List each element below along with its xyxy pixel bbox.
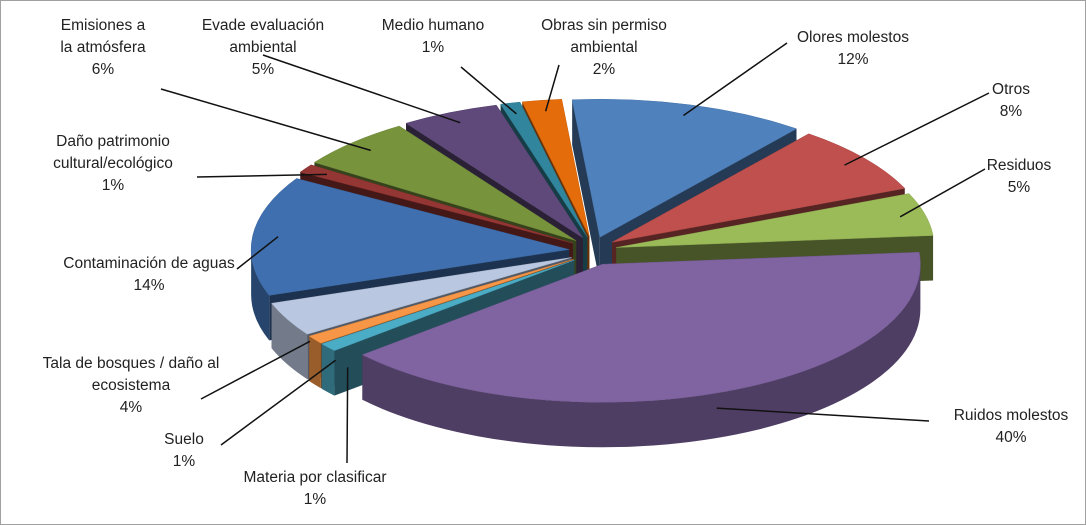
category-label: Emisiones a la atmósfera bbox=[60, 17, 146, 56]
value-label: 1% bbox=[172, 453, 196, 470]
leader-line bbox=[346, 367, 349, 464]
value-label: 1% bbox=[421, 39, 445, 56]
category-label: Otros bbox=[992, 81, 1030, 98]
leader-line bbox=[899, 168, 986, 218]
data-label: Emisiones a la atmósfera 6% bbox=[53, 15, 153, 81]
slice-top bbox=[299, 164, 573, 244]
value-label: 2% bbox=[592, 61, 616, 78]
slice-wall bbox=[362, 264, 921, 448]
data-label: Residuos 5% bbox=[959, 155, 1079, 199]
slice-top bbox=[611, 133, 906, 243]
value-label: 5% bbox=[1007, 179, 1031, 196]
slice-top bbox=[250, 178, 570, 296]
leader-line bbox=[460, 66, 517, 115]
category-label: Olores molestos bbox=[797, 29, 909, 46]
category-label: Suelo bbox=[164, 431, 204, 448]
category-label: Ruidos molestos bbox=[953, 407, 1069, 424]
slice-top bbox=[500, 101, 588, 238]
data-label: Evade evaluación ambiental 5% bbox=[178, 15, 348, 81]
category-label: Medio humano bbox=[381, 17, 485, 34]
value-label: 1% bbox=[101, 177, 125, 194]
slice-side bbox=[572, 99, 600, 283]
category-label: Tala de bosques / daño al ecosistema bbox=[42, 355, 220, 394]
slice-wall bbox=[251, 249, 270, 341]
category-label: Evade evaluación ambiental bbox=[201, 17, 325, 56]
slice-wall bbox=[309, 336, 321, 389]
data-label: Tala de bosques / daño al ecosistema 4% bbox=[11, 353, 251, 419]
slice-top bbox=[313, 125, 577, 241]
slice-top bbox=[361, 251, 921, 403]
leader-line bbox=[236, 236, 279, 270]
category-label: Residuos bbox=[986, 157, 1052, 174]
data-label: Medio humano 1% bbox=[353, 15, 513, 59]
slice-top bbox=[308, 259, 574, 344]
data-label: Materia por clasificar 1% bbox=[205, 467, 425, 511]
category-label: Daño patrimonio cultural/ecológico bbox=[53, 133, 173, 172]
slice-top bbox=[321, 259, 575, 351]
leader-line bbox=[683, 42, 788, 117]
leader-line bbox=[262, 54, 461, 124]
value-label: 1% bbox=[303, 491, 327, 508]
slice-top bbox=[571, 98, 798, 238]
leader-line bbox=[196, 173, 327, 178]
data-label: Obras sin permiso ambiental 2% bbox=[519, 15, 689, 81]
leader-line bbox=[544, 64, 560, 112]
data-label: Olores molestos 12% bbox=[753, 27, 953, 71]
slice-top bbox=[521, 99, 590, 237]
data-label: Ruidos molestos 40% bbox=[926, 405, 1085, 449]
slice-top bbox=[271, 257, 572, 335]
data-label: Suelo 1% bbox=[144, 429, 224, 473]
leader-line bbox=[844, 92, 990, 166]
category-label: Obras sin permiso ambiental bbox=[541, 17, 667, 56]
value-label: 14% bbox=[133, 277, 165, 294]
leader-line bbox=[200, 340, 311, 400]
data-label: Daño patrimonio cultural/ecológico 1% bbox=[3, 131, 223, 197]
value-label: 6% bbox=[91, 61, 115, 78]
category-label: Materia por clasificar bbox=[243, 469, 387, 486]
slice-wall bbox=[271, 303, 308, 380]
slice-wall bbox=[321, 343, 335, 396]
category-label: Contaminación de aguas bbox=[63, 255, 235, 272]
value-label: 40% bbox=[995, 429, 1027, 446]
slice bbox=[361, 251, 921, 448]
data-label: Otros 8% bbox=[951, 79, 1071, 123]
value-label: 5% bbox=[251, 61, 275, 78]
value-label: 12% bbox=[837, 51, 869, 68]
slice-top bbox=[616, 193, 934, 248]
value-label: 4% bbox=[119, 399, 143, 416]
data-label: Contaminación de aguas 14% bbox=[59, 253, 239, 297]
leader-line bbox=[160, 88, 371, 152]
value-label: 8% bbox=[999, 103, 1023, 120]
leader-line bbox=[716, 407, 930, 422]
leader-line bbox=[220, 359, 337, 446]
slice-top bbox=[405, 104, 584, 239]
